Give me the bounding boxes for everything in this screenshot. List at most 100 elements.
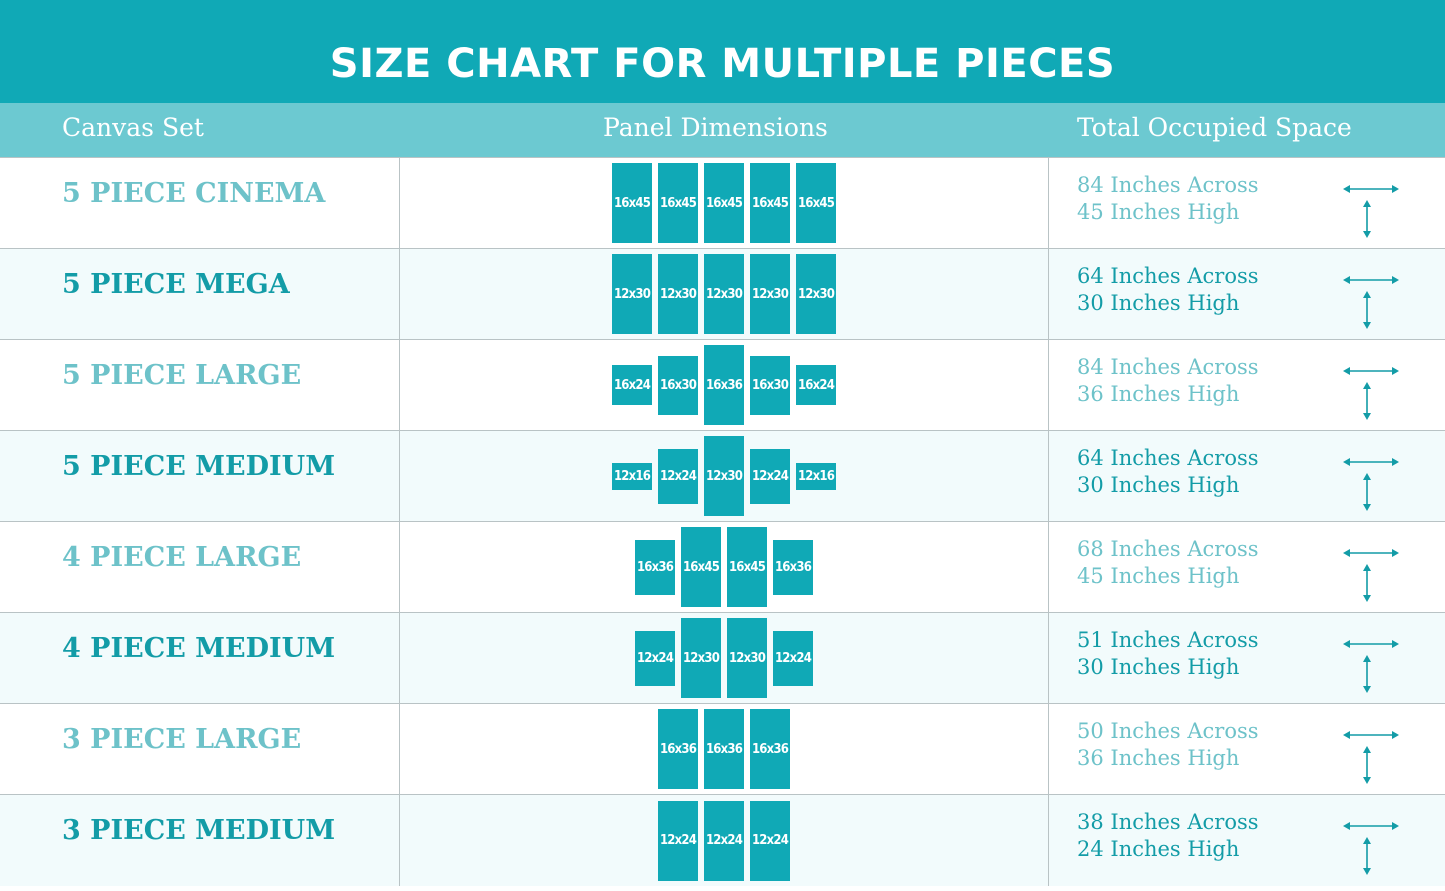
table-header: Canvas Set Panel Dimensions Total Occupi… bbox=[0, 103, 1445, 157]
double-arrow-horizontal-icon bbox=[1343, 180, 1399, 199]
table-row: 5 PIECE CINEMA 16x45 16x45 16x45 16x45 16x45… bbox=[0, 157, 1445, 248]
occupied-space-cell: 50 Inches Across 36 Inches High bbox=[1048, 704, 1445, 794]
double-arrow-vertical-icon bbox=[1361, 473, 1373, 515]
panel: 16x45 bbox=[796, 163, 836, 243]
panel: 12x30 bbox=[704, 436, 744, 516]
canvas-set-cell: 5 PIECE CINEMA bbox=[0, 158, 400, 248]
panel-dimensions: 12x24 12x24 12x24 bbox=[400, 795, 1048, 886]
column-header-panel-dimensions: Panel Dimensions bbox=[603, 113, 828, 142]
occupied-space-cell: 84 Inches Across 36 Inches High bbox=[1048, 340, 1445, 430]
table-row: 4 PIECE LARGE 16x36 16x45 16x45 16x36 68 In… bbox=[0, 521, 1445, 612]
panel-dimensions: 16x36 16x45 16x45 16x36 bbox=[400, 522, 1048, 612]
canvas-set-name: 3 PIECE LARGE bbox=[62, 724, 302, 755]
table-row: 4 PIECE MEDIUM 12x24 12x30 12x30 12x24 51 I… bbox=[0, 612, 1445, 703]
chart-title: SIZE CHART FOR MULTIPLE PIECES bbox=[329, 40, 1116, 87]
table-row: 5 PIECE LARGE 16x24 16x30 16x36 16x30 16x24 … bbox=[0, 339, 1445, 430]
panel: 12x30 bbox=[681, 618, 721, 698]
panel: 12x30 bbox=[704, 254, 744, 334]
panel: 16x36 bbox=[635, 539, 675, 595]
double-arrow-horizontal-icon bbox=[1343, 271, 1399, 290]
panel: 12x24 bbox=[750, 448, 790, 504]
panel: 12x30 bbox=[612, 254, 652, 334]
width-across: 38 Inches Across bbox=[1077, 810, 1259, 834]
canvas-set-cell: 5 PIECE MEDIUM bbox=[0, 431, 400, 521]
canvas-set-cell: 4 PIECE MEDIUM bbox=[0, 613, 400, 703]
width-across: 64 Inches Across bbox=[1077, 446, 1259, 470]
height-high: 24 Inches High bbox=[1077, 837, 1240, 861]
panel-dimensions: 16x45 16x45 16x45 16x45 16x45 bbox=[400, 158, 1048, 248]
canvas-set-name: 5 PIECE MEDIUM bbox=[62, 451, 336, 482]
canvas-set-name: 5 PIECE LARGE bbox=[62, 360, 302, 391]
panel: 16x36 bbox=[750, 709, 790, 789]
width-across: 51 Inches Across bbox=[1077, 628, 1259, 652]
panel: 16x36 bbox=[704, 709, 744, 789]
width-across: 50 Inches Across bbox=[1077, 719, 1259, 743]
panel: 16x45 bbox=[658, 163, 698, 243]
panel: 12x16 bbox=[612, 462, 652, 490]
title-bar: SIZE CHART FOR MULTIPLE PIECES bbox=[0, 0, 1445, 103]
height-high: 45 Inches High bbox=[1077, 200, 1240, 224]
panel: 12x30 bbox=[727, 618, 767, 698]
panel: 12x24 bbox=[704, 800, 744, 881]
width-across: 84 Inches Across bbox=[1077, 173, 1259, 197]
column-header-total-occupied-space: Total Occupied Space bbox=[1077, 113, 1352, 142]
panel: 12x30 bbox=[750, 254, 790, 334]
canvas-set-cell: 5 PIECE LARGE bbox=[0, 340, 400, 430]
panel: 12x24 bbox=[658, 800, 698, 881]
height-high: 30 Inches High bbox=[1077, 291, 1240, 315]
double-arrow-horizontal-icon bbox=[1343, 635, 1399, 654]
panel-dimensions: 12x24 12x30 12x30 12x24 bbox=[400, 613, 1048, 703]
panel: 16x45 bbox=[681, 527, 721, 607]
panel: 16x45 bbox=[750, 163, 790, 243]
occupied-space-cell: 68 Inches Across 45 Inches High bbox=[1048, 522, 1445, 612]
column-header-canvas-set: Canvas Set bbox=[62, 113, 204, 142]
panel: 16x30 bbox=[750, 355, 790, 415]
double-arrow-vertical-icon bbox=[1361, 837, 1373, 879]
double-arrow-vertical-icon bbox=[1361, 291, 1373, 333]
panel: 12x16 bbox=[796, 462, 836, 490]
double-arrow-vertical-icon bbox=[1361, 382, 1373, 424]
occupied-space-cell: 64 Inches Across 30 Inches High bbox=[1048, 249, 1445, 339]
height-high: 36 Inches High bbox=[1077, 746, 1240, 770]
double-arrow-vertical-icon bbox=[1361, 655, 1373, 697]
canvas-set-name: 4 PIECE MEDIUM bbox=[62, 633, 336, 664]
panel: 16x45 bbox=[727, 527, 767, 607]
width-across: 68 Inches Across bbox=[1077, 537, 1259, 561]
panel: 16x45 bbox=[612, 163, 652, 243]
width-across: 64 Inches Across bbox=[1077, 264, 1259, 288]
canvas-set-cell: 5 PIECE MEGA bbox=[0, 249, 400, 339]
panel: 16x24 bbox=[796, 365, 836, 405]
double-arrow-horizontal-icon bbox=[1343, 362, 1399, 381]
panel-dimensions: 16x24 16x30 16x36 16x30 16x24 bbox=[400, 340, 1048, 430]
table-row: 5 PIECE MEGA 12x30 12x30 12x30 12x30 12x30 6… bbox=[0, 248, 1445, 339]
height-high: 30 Inches High bbox=[1077, 655, 1240, 679]
width-across: 84 Inches Across bbox=[1077, 355, 1259, 379]
occupied-space-cell: 84 Inches Across 45 Inches High bbox=[1048, 158, 1445, 248]
canvas-set-cell: 4 PIECE LARGE bbox=[0, 522, 400, 612]
panel: 16x36 bbox=[658, 709, 698, 789]
panel: 16x36 bbox=[704, 345, 744, 425]
panel: 12x30 bbox=[796, 254, 836, 334]
canvas-set-name: 5 PIECE CINEMA bbox=[62, 178, 326, 209]
double-arrow-horizontal-icon bbox=[1343, 544, 1399, 563]
double-arrow-vertical-icon bbox=[1361, 564, 1373, 606]
height-high: 36 Inches High bbox=[1077, 382, 1240, 406]
size-table-body: 5 PIECE CINEMA 16x45 16x45 16x45 16x45 16x45… bbox=[0, 157, 1445, 886]
panel: 16x24 bbox=[612, 365, 652, 405]
height-high: 45 Inches High bbox=[1077, 564, 1240, 588]
table-row: 3 PIECE MEDIUM 12x24 12x24 12x24 38 Inches… bbox=[0, 794, 1445, 886]
occupied-space-cell: 51 Inches Across 30 Inches High bbox=[1048, 613, 1445, 703]
panel: 16x30 bbox=[658, 355, 698, 415]
double-arrow-horizontal-icon bbox=[1343, 453, 1399, 472]
panel-dimensions: 12x30 12x30 12x30 12x30 12x30 bbox=[400, 249, 1048, 339]
double-arrow-horizontal-icon bbox=[1343, 726, 1399, 745]
panel: 12x24 bbox=[750, 800, 790, 881]
panel: 12x30 bbox=[658, 254, 698, 334]
panel-dimensions: 12x16 12x24 12x30 12x24 12x16 bbox=[400, 431, 1048, 521]
canvas-set-name: 4 PIECE LARGE bbox=[62, 542, 302, 573]
table-row: 5 PIECE MEDIUM 12x16 12x24 12x30 12x24 12x16… bbox=[0, 430, 1445, 521]
canvas-set-cell: 3 PIECE MEDIUM bbox=[0, 795, 400, 886]
double-arrow-vertical-icon bbox=[1361, 746, 1373, 788]
panel: 12x24 bbox=[658, 448, 698, 504]
panel-dimensions: 16x36 16x36 16x36 bbox=[400, 704, 1048, 794]
